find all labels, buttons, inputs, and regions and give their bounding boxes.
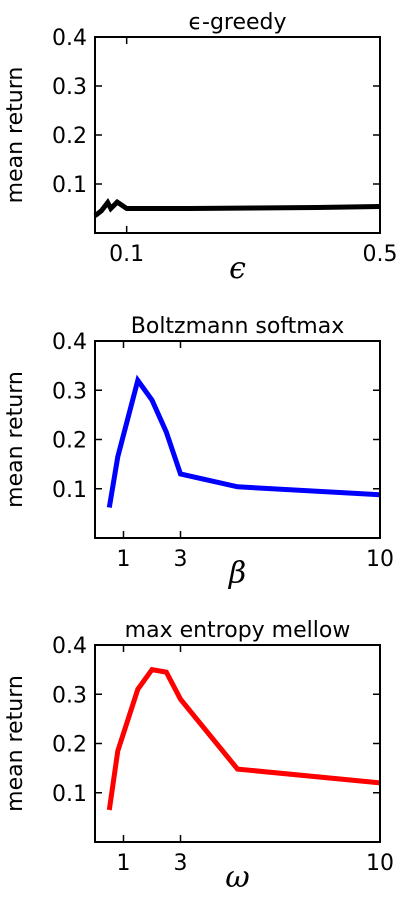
x-axis-label: β: [228, 556, 246, 591]
y-axis-label: mean return: [3, 371, 28, 508]
x-tick-label: 3: [174, 547, 188, 572]
series-line: [106, 666, 381, 811]
x-tick-label: 3: [174, 851, 188, 876]
x-tick-label: 10: [366, 851, 394, 876]
y-tick-label: 0.1: [52, 782, 87, 807]
y-axis-label: mean return: [3, 675, 28, 812]
chart-title: Boltzmann softmax: [131, 314, 344, 339]
plot-frame: [94, 36, 381, 234]
y-tick-label: 0.1: [52, 478, 87, 503]
plot-frame: [94, 340, 381, 539]
y-tick-label: 0.3: [52, 683, 87, 708]
chart-panel-3: 0.1 0.2 0.3 0.4 1 3 10 max entropy mellow ω mean …: [3, 618, 394, 895]
y-axis-label: mean return: [3, 67, 28, 204]
chart-panel-1: 0.1 0.2 0.3 0.4 0.1 0.5 ϵ-greedy ϵ mean return: [3, 10, 398, 286]
chart-title: ϵ-greedy: [188, 10, 286, 35]
x-tick-label: 1: [117, 547, 131, 572]
plot-frame: [94, 644, 381, 843]
chart-title: max entropy mellow: [125, 618, 351, 643]
chart-panel-2: 0.1 0.2 0.3 0.4 1 3 10 Boltzmann softmax β mean r…: [3, 314, 394, 591]
x-tick-label: 1: [117, 851, 131, 876]
series-line: [93, 197, 381, 218]
x-tick-label: 0.1: [109, 242, 144, 267]
y-tick-label: 0.3: [52, 75, 87, 100]
y-tick-label: 0.3: [52, 379, 87, 404]
y-tick-label: 0.4: [52, 26, 87, 51]
y-tick-label: 0.4: [52, 330, 87, 355]
y-tick-label: 0.4: [52, 634, 87, 659]
x-tick-label: 0.5: [363, 242, 398, 267]
x-axis-label: ω: [225, 860, 249, 895]
series-line: [106, 374, 381, 508]
x-tick-label: 10: [366, 547, 394, 572]
y-tick-label: 0.1: [52, 173, 87, 198]
y-tick-label: 0.2: [52, 429, 87, 454]
y-tick-label: 0.2: [52, 124, 87, 149]
x-axis-label: ϵ: [229, 251, 246, 286]
y-tick-label: 0.2: [52, 733, 87, 758]
